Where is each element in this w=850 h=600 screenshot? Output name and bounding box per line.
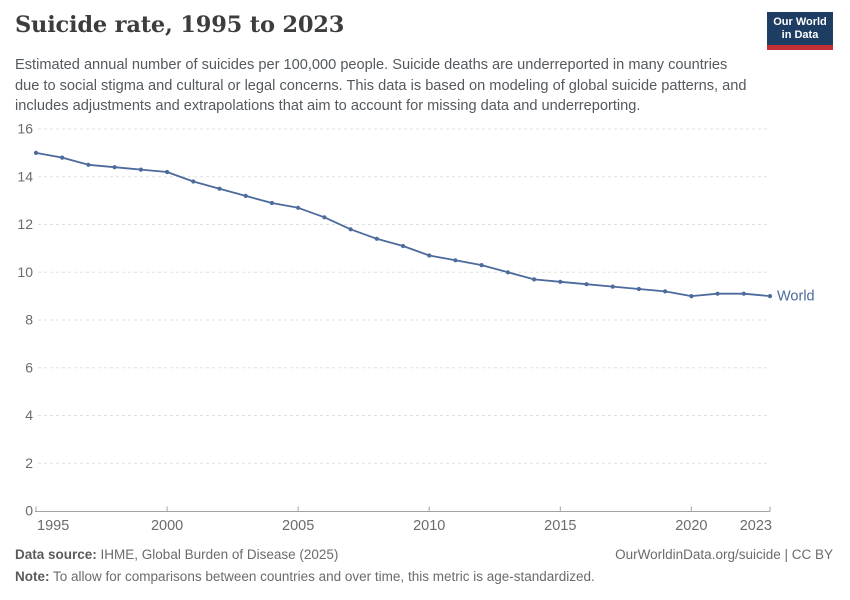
data-point[interactable] [427, 253, 432, 258]
data-point[interactable] [217, 186, 222, 191]
x-tick-label: 2010 [413, 518, 445, 534]
y-tick-label: 14 [17, 168, 33, 184]
y-tick-label: 2 [25, 455, 33, 471]
data-point[interactable] [165, 169, 170, 175]
data-point[interactable] [767, 294, 773, 299]
data-point[interactable] [479, 263, 484, 268]
footer-source-row: Data source: IHME, Global Burden of Dise… [15, 547, 833, 562]
data-point[interactable] [243, 193, 248, 198]
note-label: Note: [15, 569, 50, 584]
note-text: To allow for comparisons between countri… [53, 569, 595, 584]
footer-note-row: Note: To allow for comparisons between c… [15, 569, 833, 584]
chart-subtitle: Estimated annual number of suicides per … [15, 55, 746, 117]
x-tick-label: 2005 [282, 518, 314, 534]
data-point[interactable] [60, 155, 65, 160]
subtitle-line: includes adjustments and extrapolations … [15, 98, 641, 114]
owid-logo-box: Our World in Data [767, 12, 833, 45]
data-point[interactable] [610, 284, 615, 289]
y-tick-label: 4 [25, 407, 33, 423]
data-point[interactable] [269, 200, 274, 206]
series-end-label[interactable]: World [777, 289, 815, 305]
data-source-text: Data source: IHME, Global Burden of Dise… [15, 547, 338, 562]
y-tick-label: 10 [17, 264, 33, 280]
page-title: Suicide rate, 1995 to 2023 [15, 12, 345, 38]
subtitle-line: due to social stigma and cultural or leg… [15, 77, 747, 94]
data-point[interactable] [322, 215, 327, 220]
data-point[interactable] [86, 162, 91, 167]
data-point[interactable] [532, 277, 537, 282]
x-tick-label: 2015 [544, 518, 576, 534]
owid-link[interactable]: OurWorldinData.org/suicide | CC BY [615, 547, 833, 562]
data-point[interactable] [453, 258, 458, 263]
data-point[interactable] [191, 179, 196, 184]
x-tick-label: 2000 [151, 518, 183, 534]
data-point[interactable] [505, 270, 510, 275]
data-point[interactable] [636, 286, 642, 292]
data-point[interactable] [715, 291, 720, 296]
data-point[interactable] [296, 205, 301, 210]
y-tick-label: 0 [25, 503, 33, 519]
owid-logo-text-line2: in Data [781, 28, 819, 41]
data-point[interactable] [663, 289, 668, 294]
data-point[interactable] [741, 291, 746, 296]
owid-logo-red-bar [767, 45, 833, 50]
x-tick-label: 2023 [740, 518, 772, 534]
data-point[interactable] [138, 167, 143, 172]
owid-logo-text-line1: Our World [773, 16, 827, 28]
y-tick-label: 6 [25, 359, 33, 375]
data-source-label: Data source: [15, 547, 97, 562]
x-tick-label: 2020 [675, 518, 707, 534]
x-tick-label: 1995 [37, 518, 69, 534]
data-point[interactable] [33, 150, 39, 155]
data-point[interactable] [112, 165, 117, 170]
owid-logo[interactable]: Our World in Data [767, 12, 833, 50]
y-tick-label: 12 [17, 216, 33, 232]
data-point[interactable] [348, 227, 353, 232]
data-point[interactable] [374, 236, 379, 241]
data-point[interactable] [558, 279, 563, 284]
y-tick-label: 8 [25, 312, 33, 328]
data-point[interactable] [400, 243, 406, 249]
data-source-value: IHME, Global Burden of Disease (2025) [100, 547, 339, 562]
subtitle-line: Estimated annual number of suicides per … [15, 57, 728, 73]
data-point[interactable] [689, 294, 694, 299]
data-point[interactable] [584, 282, 589, 287]
y-tick-label: 16 [17, 121, 33, 137]
line-chart[interactable]: 0 2 4 6 8 10 12 14 16 1995 2000 2005 2010 2015 2020 202… [0, 110, 850, 542]
